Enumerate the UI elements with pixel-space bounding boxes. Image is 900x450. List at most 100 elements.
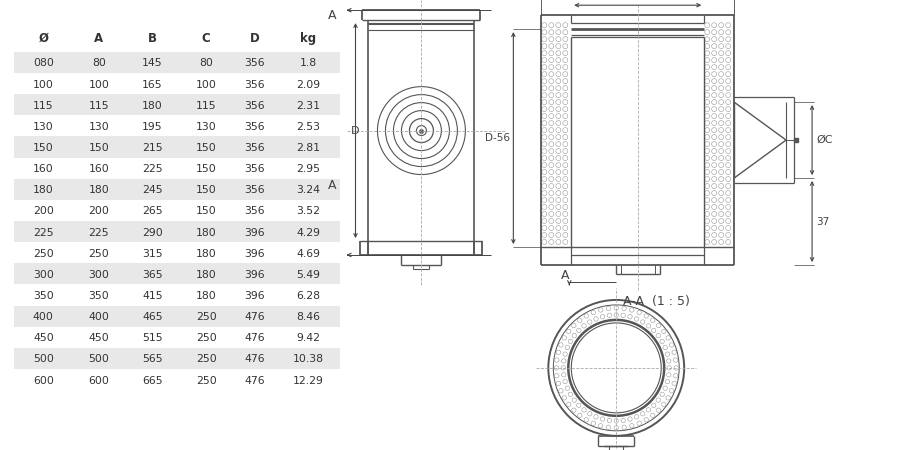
Text: 250: 250 (196, 355, 217, 365)
Text: 250: 250 (196, 333, 217, 343)
Text: 396: 396 (245, 291, 265, 301)
Text: 415: 415 (142, 291, 163, 301)
Text: 145: 145 (142, 58, 163, 68)
Text: 150: 150 (196, 207, 217, 216)
Text: 130: 130 (33, 122, 54, 132)
Text: 4.29: 4.29 (296, 228, 320, 238)
Text: 476: 476 (245, 355, 265, 365)
Text: 400: 400 (33, 312, 54, 322)
Text: 365: 365 (142, 270, 163, 280)
Text: 476: 476 (245, 333, 265, 343)
Text: 250: 250 (88, 249, 109, 259)
Text: 500: 500 (88, 355, 109, 365)
Text: 5.49: 5.49 (296, 270, 320, 280)
Text: 500: 500 (33, 355, 54, 365)
Text: 150: 150 (33, 143, 54, 153)
Text: 80: 80 (92, 58, 105, 68)
Text: 265: 265 (142, 207, 163, 216)
Text: 080: 080 (33, 58, 54, 68)
Bar (14, 221, 339, 242)
Text: 396: 396 (245, 228, 265, 238)
Text: 180: 180 (88, 185, 109, 195)
Text: 115: 115 (33, 101, 54, 111)
Text: 450: 450 (88, 333, 109, 343)
Text: 9.42: 9.42 (296, 333, 320, 343)
Text: 2.09: 2.09 (296, 80, 320, 90)
Text: D: D (351, 126, 360, 135)
Text: 396: 396 (245, 270, 265, 280)
Text: ØC: ØC (816, 135, 833, 145)
Text: 180: 180 (196, 291, 217, 301)
Text: 195: 195 (142, 122, 163, 132)
Text: 180: 180 (33, 185, 54, 195)
Text: 476: 476 (245, 312, 265, 322)
Text: 250: 250 (196, 376, 217, 386)
Text: 3.24: 3.24 (296, 185, 320, 195)
Bar (14, 52, 339, 73)
Bar (14, 136, 339, 158)
Text: 37: 37 (816, 216, 829, 226)
Text: 356: 356 (245, 164, 265, 174)
Text: C: C (202, 32, 211, 45)
Text: 356: 356 (245, 207, 265, 216)
Text: 130: 130 (196, 122, 217, 132)
Text: 100: 100 (88, 80, 109, 90)
Text: 115: 115 (196, 101, 217, 111)
Text: A: A (328, 179, 337, 192)
Text: 356: 356 (245, 80, 265, 90)
Text: 600: 600 (88, 376, 109, 386)
Text: 225: 225 (33, 228, 54, 238)
Text: 476: 476 (245, 376, 265, 386)
Text: 356: 356 (245, 185, 265, 195)
Text: A: A (328, 9, 337, 22)
Text: 150: 150 (196, 143, 217, 153)
Text: 290: 290 (142, 228, 163, 238)
Text: Ø: Ø (39, 32, 49, 45)
Text: 2.53: 2.53 (296, 122, 320, 132)
Text: 300: 300 (33, 270, 54, 280)
Text: 6.28: 6.28 (296, 291, 320, 301)
Text: 165: 165 (142, 80, 163, 90)
Text: 400: 400 (88, 312, 109, 322)
Text: 200: 200 (88, 207, 109, 216)
Text: 250: 250 (196, 312, 217, 322)
Text: 396: 396 (245, 249, 265, 259)
Text: 300: 300 (88, 270, 109, 280)
Text: 450: 450 (33, 333, 54, 343)
Text: 215: 215 (142, 143, 163, 153)
Text: 100: 100 (195, 80, 217, 90)
Text: 465: 465 (142, 312, 163, 322)
Text: 356: 356 (245, 143, 265, 153)
Text: A: A (561, 269, 570, 282)
Text: 356: 356 (245, 101, 265, 111)
Text: 350: 350 (88, 291, 109, 301)
Text: 565: 565 (142, 355, 163, 365)
Text: 130: 130 (88, 122, 109, 132)
Text: A: A (94, 32, 104, 45)
Text: D-56: D-56 (485, 133, 510, 143)
Text: 2.95: 2.95 (296, 164, 320, 174)
Text: 150: 150 (196, 185, 217, 195)
Text: 200: 200 (33, 207, 54, 216)
Text: 115: 115 (88, 101, 109, 111)
Text: 2.31: 2.31 (296, 101, 320, 111)
Text: 8.46: 8.46 (296, 312, 320, 322)
Bar (14, 263, 339, 284)
Text: 180: 180 (196, 270, 217, 280)
Text: B: B (148, 32, 157, 45)
Text: 80: 80 (199, 58, 213, 68)
Text: 4.69: 4.69 (296, 249, 320, 259)
Text: A-A  (1 : 5): A-A (1 : 5) (623, 296, 689, 308)
Text: 180: 180 (196, 228, 217, 238)
Bar (14, 94, 339, 115)
Text: 160: 160 (33, 164, 54, 174)
Bar (14, 179, 339, 200)
Text: 225: 225 (142, 164, 163, 174)
Text: 160: 160 (88, 164, 109, 174)
Text: 600: 600 (33, 376, 54, 386)
Text: 350: 350 (33, 291, 54, 301)
Text: 180: 180 (142, 101, 163, 111)
Text: 225: 225 (88, 228, 109, 238)
Text: 245: 245 (142, 185, 163, 195)
Text: 180: 180 (196, 249, 217, 259)
